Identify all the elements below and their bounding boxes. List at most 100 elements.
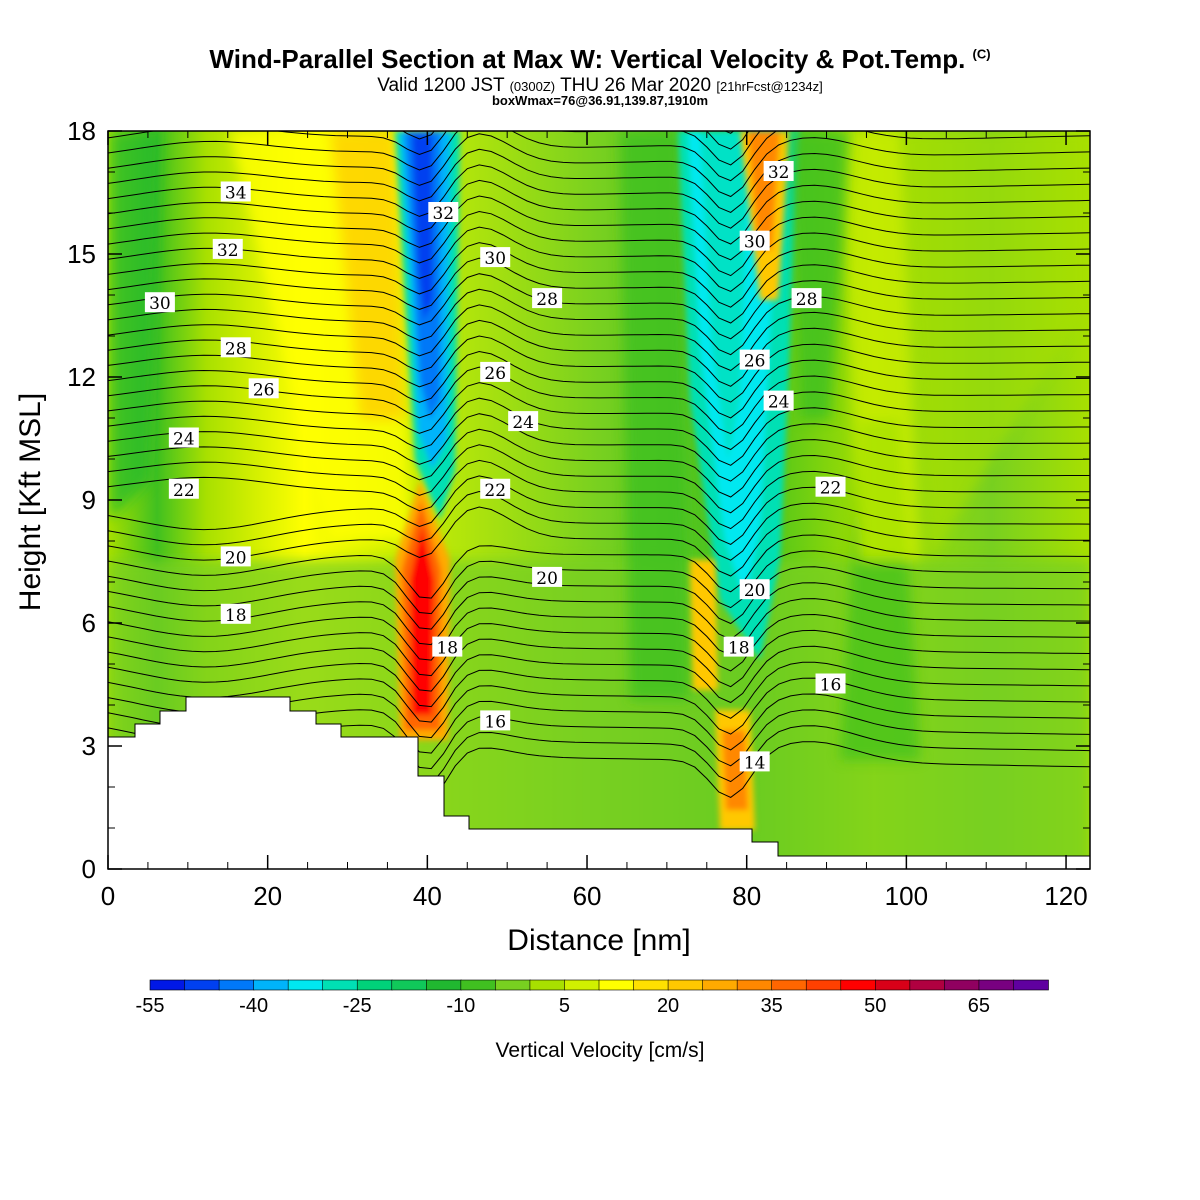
- theta-contour: [108, 413, 1090, 482]
- contour-label-text: 18: [436, 639, 458, 659]
- theta-contour: [108, 444, 1090, 514]
- contour-label-text: 26: [484, 364, 506, 384]
- y-tick-label: 15: [67, 239, 96, 269]
- valid-date: THU 26 Mar 2020: [560, 75, 712, 96]
- contour-label-text: 24: [768, 393, 790, 413]
- colorbar-swatch: [978, 979, 1015, 991]
- colorbar-swatch: [495, 979, 531, 991]
- contour-label-text: 32: [432, 204, 454, 224]
- x-tick-label: 20: [253, 881, 282, 911]
- theta-contour: [108, 335, 1090, 403]
- x-tick-label: 40: [413, 881, 442, 911]
- colorbar-swatch: [460, 979, 497, 991]
- contour-label-text: 26: [253, 380, 275, 400]
- theta-contour: [108, 133, 1090, 198]
- contour-label-bg: [508, 411, 539, 432]
- contour-label-text: 16: [484, 712, 506, 732]
- x-axis-title: Distance [nm]: [507, 924, 690, 957]
- theta-contour: [108, 288, 1090, 356]
- y-axis-title: Height [Kft MSL]: [14, 393, 47, 611]
- contour-label: 14: [739, 751, 770, 773]
- contour-label: 18: [723, 636, 754, 659]
- contour-label: 26: [248, 378, 279, 400]
- colorbar-label: 5: [559, 995, 570, 1017]
- y-tick-label: 3: [82, 731, 96, 761]
- y-tick-label: 12: [67, 362, 96, 392]
- contour-label-bg: [480, 247, 511, 268]
- contour-label-text: 24: [512, 413, 534, 433]
- contour-label-bg: [480, 478, 511, 499]
- chart-subtitle: Valid 1200 JST (0300Z) THU 26 Mar 2020 […: [0, 75, 1200, 97]
- contour-label-text: 18: [728, 639, 750, 659]
- contour-label-bg: [432, 636, 463, 657]
- contour-label-text: 22: [484, 481, 506, 501]
- contour-label: 30: [144, 292, 175, 314]
- colorbar-swatch: [805, 979, 842, 991]
- theta-contour: [108, 382, 1090, 451]
- contour-label: 20: [220, 546, 251, 568]
- theta-contour: [108, 534, 1090, 599]
- contour-label-bg: [532, 288, 563, 309]
- x-tick-label: 80: [732, 881, 761, 911]
- contour-label: 32: [763, 161, 794, 183]
- contour-label: 28: [791, 288, 822, 310]
- contour-label-bg: [739, 349, 770, 370]
- colorbar-swatch: [391, 979, 428, 991]
- theta-contour: [108, 148, 1090, 213]
- contour-label: 22: [815, 476, 846, 499]
- contour-label: 24: [168, 427, 199, 450]
- theta-contour: [108, 164, 1090, 229]
- contour-label-bg: [220, 603, 251, 624]
- contour-label: 16: [815, 673, 846, 696]
- valid-prefix: Valid 1200 JST: [377, 75, 505, 96]
- contour-label-bg: [480, 361, 511, 382]
- colorbar-swatch: [909, 979, 946, 991]
- colorbar-swatch: [184, 979, 220, 991]
- y-tick-label: 0: [82, 854, 96, 884]
- contour-label-bg: [739, 751, 770, 772]
- contour-label-bg: [220, 181, 251, 202]
- y-tick-label: 9: [82, 485, 96, 515]
- contour-label-text: 24: [173, 430, 195, 450]
- theta-contour: [108, 428, 1090, 498]
- contour-label-bg: [763, 390, 794, 411]
- colorbar-swatch: [564, 979, 600, 991]
- theta-contour: [108, 304, 1090, 372]
- colorbar-swatch: [322, 979, 359, 991]
- colorbar-swatch: [702, 979, 738, 991]
- contour-label: 34: [220, 181, 251, 204]
- colorbar-swatch: [944, 979, 980, 991]
- colorbar-swatch: [218, 979, 255, 991]
- contour-label-text: 22: [820, 479, 842, 499]
- contour-label: 26: [739, 349, 770, 372]
- theta-contour: [108, 179, 1090, 245]
- colorbar-swatch: [253, 979, 289, 991]
- contour-label: 32: [212, 238, 243, 261]
- contour-label-text: 20: [744, 581, 766, 601]
- contour-label-bg: [220, 337, 251, 358]
- colorbar-label: 20: [657, 995, 679, 1017]
- colorbar-label: -10: [446, 995, 475, 1017]
- copyright-mark: (C): [972, 46, 991, 62]
- y-axis: 0 3 6 9 12 15 18: [67, 116, 1090, 884]
- contour-label-bg: [168, 427, 199, 448]
- contour-label: 22: [480, 478, 511, 501]
- contour-label-text: 28: [225, 339, 247, 359]
- contour-label-bg: [815, 673, 846, 694]
- theta-contour: [108, 582, 1090, 646]
- x-tick-label: 100: [885, 881, 928, 911]
- contour-label-text: 32: [768, 163, 790, 183]
- contour-label: 20: [739, 579, 770, 601]
- colorbar-label: -55: [136, 995, 165, 1017]
- contour-label-text: 30: [484, 249, 506, 269]
- contour-labels: 34 32 30 28 26 24 22 20 18 32 30 28 26 24 22 20 18 16 32 30…: [144, 161, 846, 773]
- theta-contour: [108, 566, 1090, 630]
- colorbar-label: 65: [968, 995, 990, 1017]
- contour-label: 16: [480, 710, 511, 732]
- theta-contour: [108, 319, 1090, 387]
- contour-label-bg: [168, 478, 199, 499]
- theta-contour: [108, 598, 1090, 661]
- x-axis: 0 20 40 60 80 100 120: [101, 131, 1088, 911]
- contour-label-text: 18: [225, 606, 247, 626]
